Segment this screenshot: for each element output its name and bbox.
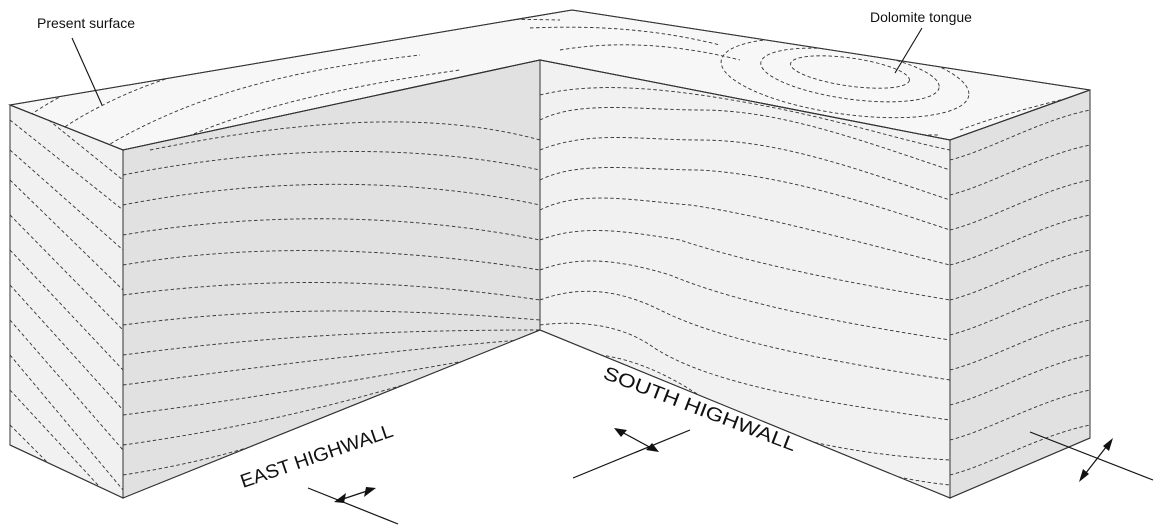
right-end-face [949,89,1091,499]
dolomite-tongue-leader [894,27,923,74]
west-end-face [9,104,124,499]
dolomite-tongue-label: Dolomite tongue [870,9,972,25]
east-strike-dip-symbol [307,487,399,525]
right-end-contours [950,109,1090,476]
present-surface-label: Present surface [37,15,135,31]
right-strike-dip-symbol [1029,431,1154,482]
present-surface-leader [71,37,103,106]
south-strike-dip-symbol [572,428,691,479]
block-edges [8,9,1091,499]
south-highwall-contours [540,87,950,486]
